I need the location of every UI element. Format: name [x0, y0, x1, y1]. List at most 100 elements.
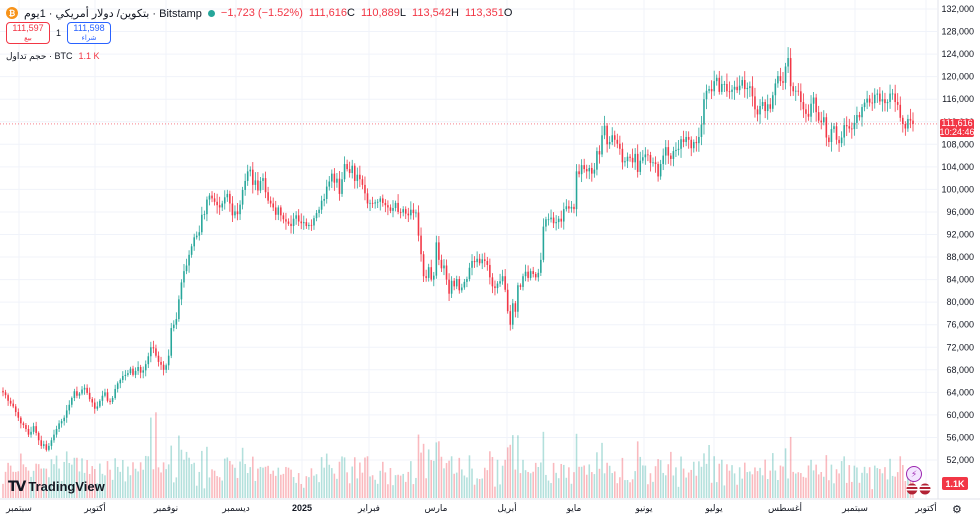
candle-body	[455, 279, 458, 287]
volume-bar	[83, 472, 86, 498]
bar-countdown: 10:24:46	[939, 127, 975, 137]
volume-bar	[899, 456, 902, 498]
volume-bar	[802, 476, 805, 498]
candle-body	[710, 89, 713, 92]
candle-body	[382, 198, 384, 203]
price-tick-label: 108,000	[941, 139, 974, 149]
price-tick-label: 72,000	[946, 342, 974, 352]
candle-body	[12, 403, 14, 407]
volume-bar	[570, 483, 573, 498]
candle-body	[109, 400, 111, 402]
price-tick-label: 96,000	[946, 207, 974, 217]
currency-flags-icon[interactable]	[906, 483, 932, 495]
candle-body	[532, 271, 534, 274]
price-tick-label: 128,000	[941, 27, 974, 37]
candle-body	[101, 395, 104, 401]
candle-body	[269, 200, 272, 204]
settings-gear-icon[interactable]: ⚙	[952, 504, 962, 516]
time-axis[interactable]: سبتمبر أكتوبر نوفمبر ديسمبر 2025 فبراير مارس أب…	[0, 498, 980, 517]
candle-body	[252, 169, 254, 185]
price-tick-label: 52,000	[946, 455, 974, 465]
candle-body	[45, 444, 48, 450]
candle-body	[364, 184, 366, 194]
volume-bar	[96, 483, 99, 498]
volume-bar	[894, 476, 896, 498]
volume-bar	[60, 480, 63, 498]
volume-legend[interactable]: حجم تداول · BTC 1.1 K	[6, 51, 100, 62]
candle-body	[575, 171, 578, 210]
buy-button[interactable]: 111,598 شراء	[67, 22, 112, 44]
volume-bar	[407, 471, 410, 498]
candle-body	[886, 102, 889, 104]
candle-body	[733, 86, 736, 90]
candle-body	[376, 201, 379, 203]
candle-body	[239, 204, 241, 215]
symbol-title[interactable]: بتكوين/ دولار أمريكي · 1يوم · Bitstamp	[24, 7, 202, 20]
volume-bar	[343, 457, 346, 498]
candle-body	[647, 154, 649, 156]
volume-bar	[820, 472, 823, 498]
time-tick-label: سبتمبر	[841, 503, 868, 513]
volume-bar	[106, 461, 109, 498]
candle-body	[687, 136, 690, 140]
volume-bar	[4, 471, 7, 498]
candle-body	[114, 388, 116, 398]
volume-bar	[218, 477, 221, 498]
volume-bar	[468, 455, 471, 498]
volume-bar	[14, 471, 17, 498]
ohlc-low: 110,889L	[360, 7, 407, 19]
volume-bar	[835, 469, 838, 498]
volume-bar	[282, 473, 285, 498]
volume-bar	[580, 466, 583, 498]
volume-bar	[476, 478, 478, 498]
candle-body	[292, 218, 295, 227]
volume-bar	[129, 475, 132, 498]
candle-body	[805, 109, 807, 114]
price-tick-label: 60,000	[946, 410, 974, 420]
volume-bar	[175, 477, 178, 498]
volume-bar	[198, 471, 201, 498]
volume-bar	[828, 480, 830, 498]
price-candles[interactable]	[2, 47, 914, 452]
candle-body	[787, 58, 789, 67]
candle-body	[580, 165, 583, 175]
volume-bar	[496, 459, 499, 498]
candle-body	[634, 153, 636, 163]
volume-bar	[152, 469, 155, 498]
price-axis-bg	[938, 0, 980, 517]
tradingview-logo[interactable]: 𝗧𝗩 TradingView	[8, 478, 105, 495]
volume-bar	[557, 478, 560, 498]
price-tick-label: 64,000	[946, 387, 974, 397]
volume-bar	[287, 467, 290, 498]
candle-body	[777, 76, 779, 84]
market-status-icon	[207, 9, 215, 17]
candle-body	[170, 328, 173, 356]
candle-body	[165, 365, 167, 370]
volume-bar	[713, 456, 715, 498]
volume-bar	[150, 417, 152, 498]
candle-body	[889, 93, 891, 103]
candle-body	[147, 356, 150, 365]
candle-body	[596, 151, 598, 170]
candle-body	[20, 417, 22, 424]
candle-body	[512, 303, 514, 325]
volume-bar	[896, 472, 899, 498]
lightning-icon[interactable]: ⚡	[906, 466, 922, 482]
candle-body	[606, 125, 608, 145]
candle-body	[341, 179, 343, 194]
volume-bar	[404, 481, 407, 498]
candle-body	[501, 276, 504, 282]
price-axis[interactable]: 132,000128,000124,000120,000116,000112,0…	[937, 0, 980, 517]
volume-bar	[751, 474, 754, 498]
candle-body	[25, 425, 27, 429]
volume-bar	[692, 461, 695, 498]
volume-bar	[236, 477, 239, 498]
volume-bar	[81, 458, 83, 498]
volume-bar	[231, 464, 234, 498]
candle-body	[351, 165, 354, 174]
volume-bar	[376, 483, 379, 498]
candle-body	[208, 195, 211, 200]
candle-body	[435, 242, 438, 276]
sell-button[interactable]: 111,597 بيع	[6, 22, 50, 44]
